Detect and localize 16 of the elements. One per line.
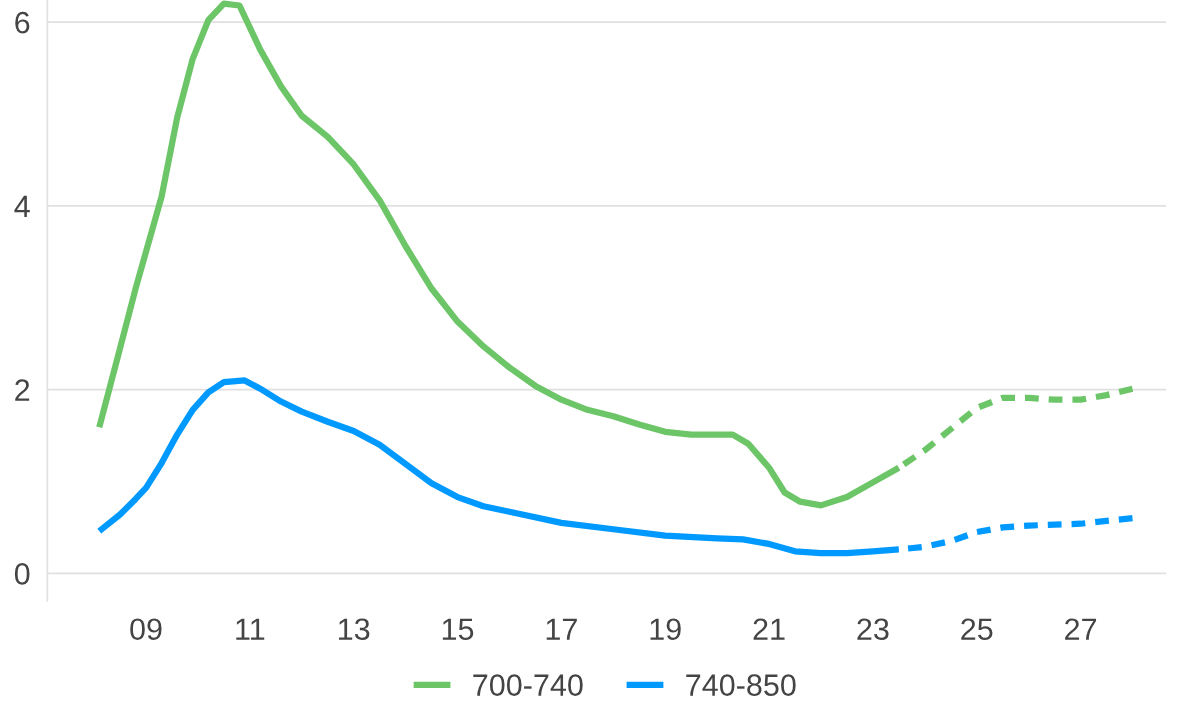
x-tick-label: 25 <box>961 618 993 641</box>
legend-label: 700-740 <box>473 674 583 696</box>
legend-label: 740-850 <box>686 674 796 696</box>
x-tick-label: 21 <box>753 618 785 640</box>
x-tick-label: 15 <box>442 618 474 641</box>
y-tick-label: 0 <box>14 563 30 585</box>
x-tick-label: 09 <box>130 618 162 641</box>
x-tick-label: 19 <box>650 618 681 641</box>
x-tick-label: 13 <box>339 618 370 641</box>
y-tick-label: 6 <box>15 11 30 34</box>
x-tick-label: 23 <box>857 618 889 641</box>
x-tick-label: 17 <box>546 618 577 640</box>
y-tick-label: 4 <box>14 195 30 217</box>
y-tick-label: 2 <box>15 379 30 401</box>
x-tick-label: 27 <box>1065 618 1097 640</box>
x-tick-label: 11 <box>236 618 265 640</box>
